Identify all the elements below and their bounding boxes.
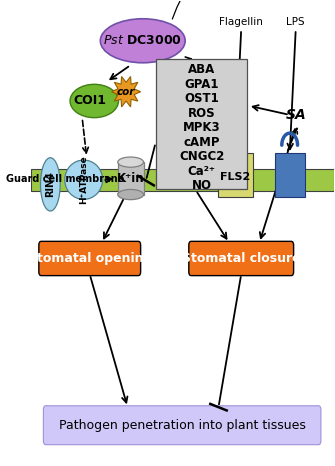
Text: Ca²⁺: Ca²⁺ — [188, 164, 216, 178]
FancyBboxPatch shape — [218, 153, 253, 197]
Text: H⁺ATPase: H⁺ATPase — [79, 155, 88, 204]
FancyBboxPatch shape — [31, 169, 334, 191]
Text: SA: SA — [285, 108, 306, 122]
Text: K⁺in: K⁺in — [117, 172, 144, 185]
Text: ABA: ABA — [188, 63, 215, 76]
Text: MPK3: MPK3 — [183, 121, 221, 134]
Text: GPA1: GPA1 — [185, 78, 219, 91]
FancyBboxPatch shape — [156, 59, 248, 189]
Text: CNGC2: CNGC2 — [179, 150, 224, 163]
Text: NO: NO — [192, 179, 212, 192]
Ellipse shape — [118, 190, 143, 199]
Ellipse shape — [41, 158, 60, 211]
Text: ROS: ROS — [188, 107, 216, 120]
Text: LPS: LPS — [286, 17, 305, 27]
Text: RIN4: RIN4 — [45, 171, 55, 197]
Ellipse shape — [70, 84, 119, 117]
Text: Stomatal opening: Stomatal opening — [27, 252, 152, 265]
FancyBboxPatch shape — [118, 162, 143, 194]
Text: FLS2: FLS2 — [220, 172, 250, 182]
Polygon shape — [112, 76, 141, 107]
Text: Guard cell membrane: Guard cell membrane — [6, 174, 125, 184]
Ellipse shape — [65, 160, 103, 199]
FancyBboxPatch shape — [189, 241, 293, 275]
FancyBboxPatch shape — [39, 241, 141, 275]
FancyBboxPatch shape — [275, 153, 305, 197]
Text: Pathogen penetration into plant tissues: Pathogen penetration into plant tissues — [59, 419, 306, 432]
Text: cor: cor — [117, 87, 135, 97]
Text: Flagellin: Flagellin — [219, 17, 263, 27]
Text: $\it{Pst}$ DC3000: $\it{Pst}$ DC3000 — [103, 34, 182, 47]
FancyBboxPatch shape — [43, 406, 321, 445]
Text: cAMP: cAMP — [184, 136, 220, 149]
Ellipse shape — [118, 157, 143, 167]
Text: COI1: COI1 — [73, 95, 106, 108]
Ellipse shape — [100, 19, 185, 63]
Text: OST1: OST1 — [185, 92, 219, 105]
Text: Stomatal closure: Stomatal closure — [182, 252, 300, 265]
